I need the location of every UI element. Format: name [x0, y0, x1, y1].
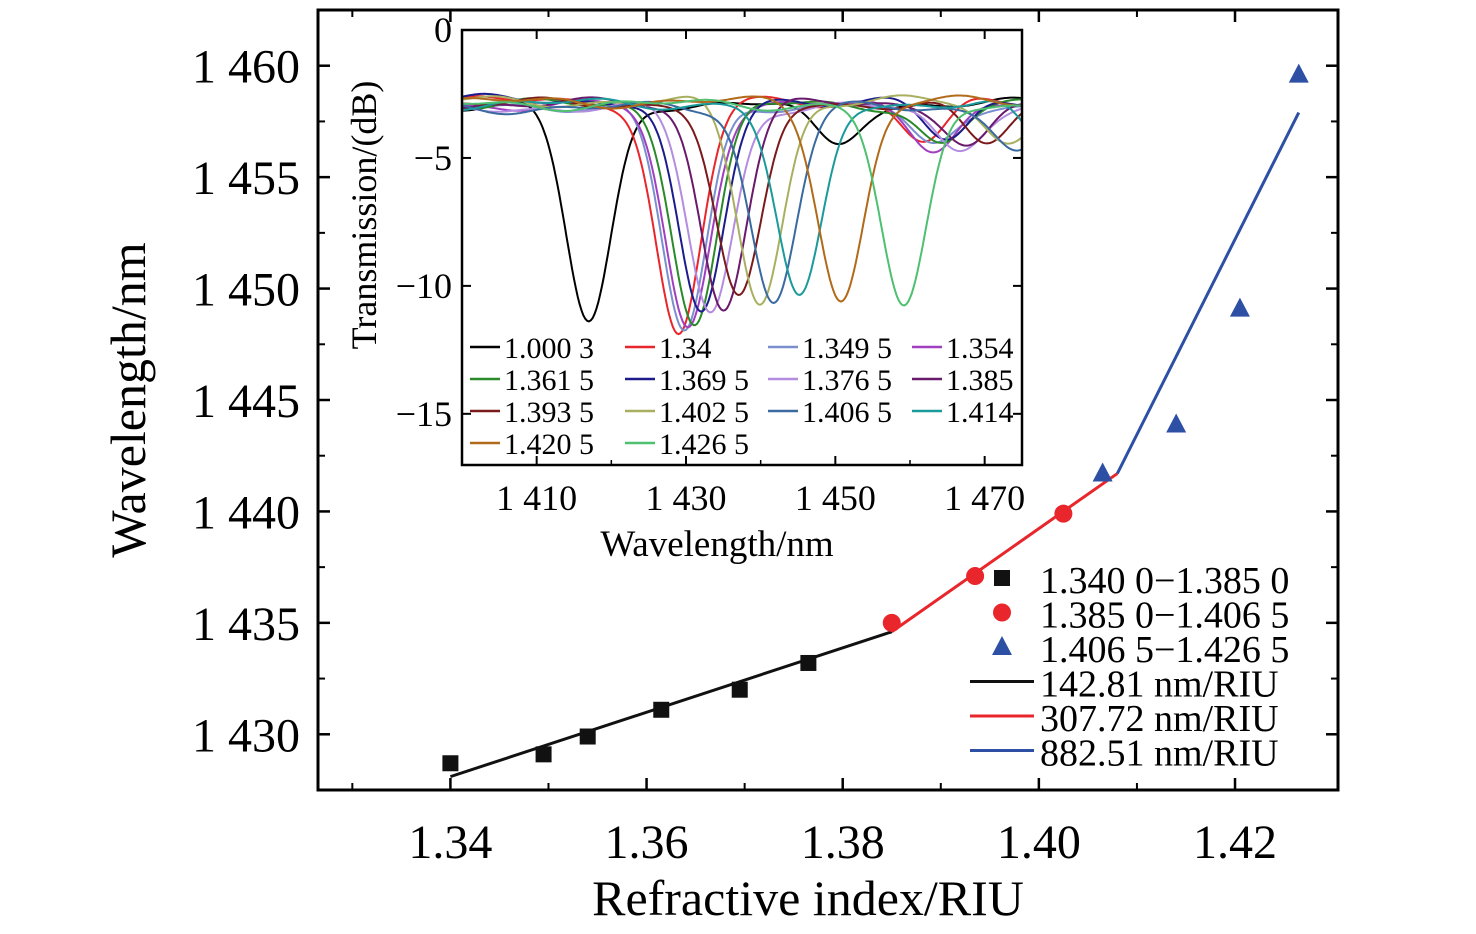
inset-frame [460, 28, 1024, 467]
inset-x-axis-title: Wavelength/nm [600, 524, 834, 565]
inset-legend-label: 1.369 5 [659, 364, 749, 397]
inset-legend-label: 1.406 5 [802, 396, 892, 429]
data-point-series-2 [1054, 504, 1073, 523]
inset-legend-label: 1.402 5 [659, 396, 749, 429]
inset-x-tick-label: 1 430 [646, 478, 727, 518]
legend-label: 1.406 5−1.426 5 [1040, 629, 1289, 671]
inset-legend-label: 1.426 5 [659, 428, 749, 461]
data-point-series-2 [882, 613, 901, 632]
data-point-series-3 [1288, 63, 1309, 83]
legend-marker [993, 603, 1011, 622]
inset-legend-label: 1.34 [659, 332, 712, 365]
y-axis-title: Wavelength/nm [100, 242, 156, 557]
inset-curve [461, 97, 1023, 296]
inset-curve [461, 97, 1022, 327]
inset-legend-label: 1.349 5 [802, 332, 892, 365]
legend-marker [994, 570, 1010, 586]
data-point-series-1 [653, 701, 670, 718]
y-tick-label: 1 460 [192, 41, 300, 94]
y-tick-label: 1 445 [192, 375, 300, 428]
y-tick-label: 1 435 [192, 598, 300, 651]
fit-line-3 [1115, 111, 1301, 475]
inset-x-tick-label: 1 450 [795, 478, 876, 518]
inset-legend-label: 1.361 5 [504, 364, 594, 397]
inset-x-tick-label: 1 470 [944, 478, 1025, 518]
inset-legend-label: 1.376 5 [802, 364, 892, 397]
inset-x-tick-label: 1 410 [496, 478, 577, 518]
data-point-series-1 [800, 654, 817, 671]
data-point-series-3 [1166, 413, 1187, 433]
inset-y-tick-label: 0 [434, 10, 452, 50]
data-point-series-1 [442, 755, 459, 772]
data-point-series-1 [731, 681, 748, 698]
fit-line-2 [890, 472, 1119, 633]
x-tick-label: 1.38 [801, 816, 885, 869]
x-tick-label: 1.40 [997, 816, 1081, 869]
data-point-series-3 [1229, 297, 1250, 317]
legend-label: 1.340 0−1.385 0 [1040, 560, 1289, 602]
x-tick-label: 1.34 [408, 816, 492, 869]
inset-legend-label: 1.385 [946, 364, 1014, 397]
legend-label: 142.81 nm/RIU [1040, 664, 1279, 706]
legend-marker [992, 636, 1012, 655]
inset-legend-label: 1.000 3 [504, 332, 594, 365]
inset-curve [462, 96, 1023, 323]
inset-curve [461, 100, 1023, 305]
data-point-series-1 [579, 728, 596, 745]
inset-y-axis-title: Transmission/(dB) [344, 81, 384, 350]
x-axis-title: Refractive index/RIU [592, 870, 1024, 926]
y-tick-label: 1 455 [192, 152, 300, 205]
x-tick-label: 1.36 [605, 816, 689, 869]
y-tick-label: 1 430 [192, 709, 300, 762]
data-point-series-1 [535, 746, 552, 763]
legend-label: 1.385 0−1.406 5 [1040, 595, 1289, 637]
inset-y-tick-label: −15 [396, 394, 452, 434]
inset-legend-label: 1.354 [946, 332, 1014, 365]
inset-chart: 1 410 1 430 1 450 1 470 0 −5 −10 −15 Wavelength/… [344, 10, 1026, 565]
inset-curve [461, 94, 1023, 303]
legend-label: 882.51 nm/RIU [1040, 733, 1279, 775]
x-tick-label: 1.42 [1193, 816, 1277, 869]
data-point-series-2 [966, 567, 985, 586]
inset-y-tick-label: −10 [396, 266, 452, 306]
inset-curve [461, 98, 1023, 307]
inset-legend-label: 1.393 5 [504, 396, 594, 429]
inset-legend-label: 1.420 5 [504, 428, 594, 461]
legend-label: 307.72 nm/RIU [1040, 698, 1279, 740]
y-tick-label: 1 450 [192, 264, 300, 317]
main-chart: 1.34 1.36 1.38 1.40 1.42 1 430 1 435 1 440 1 445… [100, 8, 1340, 926]
y-tick-label: 1 440 [192, 486, 300, 539]
inset-legend-label: 1.414 [946, 396, 1014, 429]
inset-y-tick-label: −5 [414, 138, 452, 178]
fit-line-1 [449, 630, 893, 779]
data-point-series-3 [1092, 462, 1113, 482]
